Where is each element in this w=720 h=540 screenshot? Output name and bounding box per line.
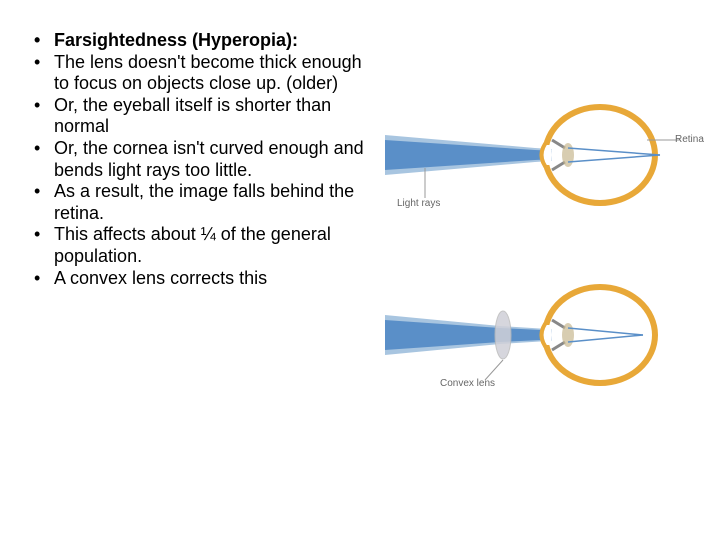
bullet-item: Or, the eyeball itself is shorter than n…	[30, 95, 375, 138]
eye-diagram-uncorrected: Light rays Retina	[385, 90, 705, 220]
label-convex-lens: Convex lens	[440, 378, 495, 389]
bullet-item: A convex lens corrects this	[30, 268, 375, 290]
bullet-item: Farsightedness (Hyperopia):	[30, 30, 375, 52]
bullet-item: Or, the cornea isn't curved enough and b…	[30, 138, 375, 181]
bullet-item: As a result, the image falls behind the …	[30, 181, 375, 224]
diagram-column: Light rays Retina	[375, 30, 705, 400]
bullet-item: This affects about ¼ of the general popu…	[30, 224, 375, 267]
text-column: Farsightedness (Hyperopia): The lens doe…	[30, 30, 375, 400]
label-light-rays: Light rays	[397, 198, 440, 209]
bullet-item: The lens doesn't become thick enough to …	[30, 52, 375, 95]
eye-svg-bottom	[385, 270, 705, 400]
bullet-list: Farsightedness (Hyperopia): The lens doe…	[30, 30, 375, 289]
eye-diagram-corrected: Convex lens	[385, 270, 705, 400]
label-retina: Retina	[675, 134, 704, 145]
